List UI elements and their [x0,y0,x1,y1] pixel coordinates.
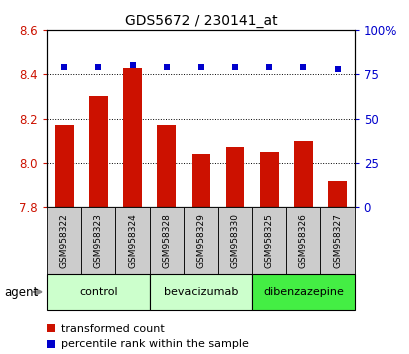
Bar [149,207,183,274]
Bar [327,181,346,207]
Point [95,64,101,70]
Text: GSM958324: GSM958324 [128,213,137,268]
Point [265,64,272,70]
Text: dibenzazepine: dibenzazepine [262,287,343,297]
Bar [191,154,210,207]
Bar [285,207,320,274]
Bar [252,274,354,310]
Bar [157,125,176,207]
Text: GSM958330: GSM958330 [230,213,239,268]
Bar [252,207,285,274]
Point [61,64,67,70]
Text: GSM958325: GSM958325 [264,213,273,268]
Point [129,63,135,68]
Text: bevacizumab: bevacizumab [163,287,238,297]
Bar [183,207,218,274]
Bar [47,207,81,274]
Title: GDS5672 / 230141_at: GDS5672 / 230141_at [124,14,276,28]
Bar [89,96,108,207]
Text: GSM958326: GSM958326 [298,213,307,268]
Text: GSM958322: GSM958322 [60,213,69,268]
Text: agent: agent [4,286,38,298]
Bar [81,207,115,274]
Text: control: control [79,287,117,297]
Point [333,66,340,72]
Text: transformed count: transformed count [61,324,164,333]
Bar [115,207,149,274]
Point [231,64,238,70]
Text: GSM958328: GSM958328 [162,213,171,268]
Text: GSM958327: GSM958327 [332,213,341,268]
Bar [259,152,278,207]
Point [299,64,306,70]
Bar [149,274,252,310]
Point [197,64,204,70]
Bar [293,141,312,207]
Bar [225,147,244,207]
Text: percentile rank within the sample: percentile rank within the sample [61,339,248,349]
Bar [218,207,252,274]
Bar [55,125,74,207]
Bar [47,274,149,310]
Bar [123,68,142,207]
Bar [320,207,354,274]
Point [163,64,170,70]
Text: GSM958323: GSM958323 [94,213,103,268]
Text: GSM958329: GSM958329 [196,213,205,268]
